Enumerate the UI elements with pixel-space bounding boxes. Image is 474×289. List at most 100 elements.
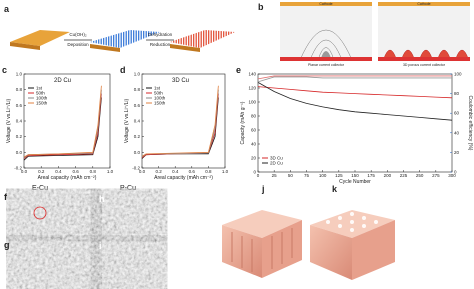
step-text: Deposition [67, 42, 89, 47]
cathode [378, 2, 470, 6]
nanowire-slab [170, 30, 235, 48]
y2-tick-label: 20 [454, 150, 460, 155]
panel-label: f [4, 192, 8, 202]
collector [378, 57, 470, 61]
x-axis-label: Areal capacity (mAh cm⁻²) [38, 175, 97, 181]
legend-text: 1st [36, 86, 43, 91]
series-line [23, 85, 102, 158]
panel-label: h [99, 194, 105, 204]
x-tick-label: 125 [335, 173, 343, 178]
x-tick-label: 175 [367, 173, 375, 178]
dendrite [321, 51, 331, 58]
legend-text: 100th [154, 96, 166, 101]
sem-image [97, 240, 161, 287]
y-tick-label: 0.4 [134, 119, 141, 124]
panel-label: d [120, 65, 126, 75]
chart-title: 3D Cu [172, 78, 189, 84]
y-tick-label: 0 [253, 170, 256, 175]
step-text: Dehydration [148, 32, 173, 37]
y2-tick-label: 40 [454, 130, 460, 135]
y-tick-label: 0.8 [134, 87, 141, 92]
y-tick-label: 0.0 [16, 150, 23, 155]
caption: 3D porous current collector [403, 63, 446, 67]
y-tick-label: 0.6 [134, 103, 141, 108]
panel-label: j [261, 184, 265, 194]
y-axis-label: Capacity (mAh g⁻¹) [240, 101, 246, 144]
x-tick-label: 1.0 [107, 169, 114, 174]
sem-image [14, 193, 94, 237]
y-tick-label: 0.2 [16, 134, 23, 139]
legend-text: 3D Cu [270, 156, 283, 161]
series-line [257, 75, 452, 80]
y-tick-label: 80 [251, 114, 257, 119]
slab [10, 30, 70, 46]
group-title: P-Cu [120, 185, 136, 192]
panel-label: e [236, 65, 241, 75]
x-tick-label: 0.6 [189, 169, 196, 174]
x-tick-label: 50 [288, 173, 294, 178]
x-tick-label: 150 [351, 173, 359, 178]
legend-text: 2D Cu [270, 161, 283, 166]
x-tick-label: 250 [416, 173, 424, 178]
channels [231, 228, 293, 272]
series-line [257, 76, 452, 83]
panel-a: a Cu(OH)₂ Deposition Dehydration Reducti… [4, 4, 235, 52]
y-tick-label: 120 [248, 86, 256, 91]
x-axis-label: Cycle Number [339, 179, 371, 185]
y-tick-label: 40 [251, 142, 257, 147]
y-tick-label: 0.6 [16, 103, 23, 108]
slab-edge [90, 44, 120, 52]
y-tick-label: 0.8 [16, 87, 23, 92]
render-k: k [310, 184, 395, 280]
y2-axis-label: Coulombic efficiency (%) [467, 96, 473, 151]
y2-tick-label: 60 [454, 111, 460, 116]
panel-label: g [4, 240, 10, 250]
x-tick-label: 0.0 [139, 169, 146, 174]
y-tick-label: 1.0 [134, 72, 141, 77]
3d-pillars [383, 49, 469, 59]
y-tick-label: 0.0 [134, 150, 141, 155]
legend-text: 1st [154, 86, 161, 91]
x-tick-label: 25 [272, 173, 278, 178]
panel-label: c [2, 65, 7, 75]
field-lines [299, 29, 353, 61]
y-tick-label: 0.2 [134, 134, 141, 139]
render-j: j [222, 184, 302, 278]
legend-text: 100th [36, 96, 48, 101]
pores [326, 212, 378, 232]
sem-image [97, 193, 161, 237]
y-tick-label: 100 [248, 100, 256, 105]
y-tick-label: -0.2 [14, 166, 22, 171]
cathode [280, 2, 372, 6]
series-line [257, 86, 453, 99]
sem-image [14, 240, 94, 287]
x-tick-label: 0.2 [155, 169, 162, 174]
nanowire-slab [90, 30, 160, 48]
y-tick-label: -0.2 [132, 166, 140, 171]
collector [280, 57, 372, 61]
x-tick-label: 300 [448, 173, 456, 178]
y2-tick-label: 0 [454, 170, 457, 175]
slab-edge [170, 44, 200, 52]
cube-top [222, 210, 302, 238]
cube-side [310, 225, 352, 280]
highlight [33, 206, 47, 220]
y2-tick-label: 80 [454, 91, 460, 96]
y-axis-label: Voltage (V vs.Li⁺/Li) [6, 99, 12, 144]
plot-frame [257, 73, 453, 173]
cube-side [352, 220, 395, 280]
group-title: E-Cu [32, 185, 48, 192]
legend-text: 50th [36, 91, 45, 96]
x-axis-label: Areal capacity (mAh cm⁻²) [154, 175, 213, 181]
cathode-text: Cathode [319, 2, 332, 6]
y-tick-label: 20 [251, 156, 257, 161]
panel-label: i [99, 241, 102, 251]
x-tick-label: 0.8 [205, 169, 212, 174]
slab-edge [10, 42, 40, 50]
caption: Planar current collector [308, 63, 345, 67]
panel-b: b Cathode Cathode Planar current collect… [258, 2, 470, 67]
chart-title: 2D Cu [54, 78, 71, 84]
x-tick-label: 0.4 [55, 169, 62, 174]
y2-tick-label: 100 [454, 72, 462, 77]
